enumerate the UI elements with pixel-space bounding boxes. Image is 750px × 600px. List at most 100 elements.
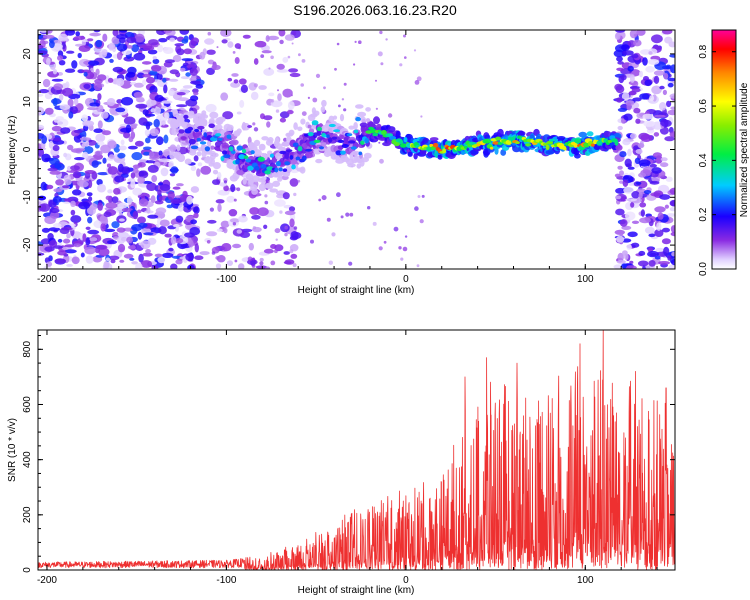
spectrogram-ridge-halo xyxy=(267,137,274,143)
spectrogram-noise-blob xyxy=(615,195,622,200)
spectrogram-noise-blob xyxy=(190,80,201,85)
spectrogram-noise-blob xyxy=(230,81,241,88)
spectrogram-noise-blob xyxy=(163,134,169,144)
spectrogram-noise-blob xyxy=(143,151,151,156)
spectrogram-noise-blob xyxy=(113,187,121,195)
spectrogram-noise-blob xyxy=(121,207,134,213)
spectrogram-noise-blob xyxy=(669,93,675,99)
spectrogram-ridge-core xyxy=(183,114,189,119)
spectrogram-speck xyxy=(414,206,419,211)
spectrogram-noise-blob xyxy=(284,34,295,41)
spectrogram-speck xyxy=(416,264,420,268)
spectrogram-noise-blob xyxy=(73,129,83,134)
spectrogram-noise-blob xyxy=(216,228,223,232)
spectrogram-noise-blob xyxy=(57,55,63,61)
spectrogram-noise-blob xyxy=(117,202,128,209)
spectrogram-noise-blob xyxy=(85,226,91,230)
spectrogram-speck xyxy=(398,246,402,250)
spectrogram-noise-blob xyxy=(230,184,236,193)
spectrogram-noise-blob xyxy=(64,178,72,186)
spectrogram-noise-blob xyxy=(649,163,657,168)
spectrogram-ytick-label: 0 xyxy=(22,146,33,152)
spectrogram-noise-blob xyxy=(662,30,673,35)
spectrogram-ridge-core xyxy=(226,134,232,139)
spectrogram-noise-blob xyxy=(653,70,666,76)
spectrogram-noise-blob xyxy=(149,151,155,158)
spectrogram-noise-blob xyxy=(64,244,76,248)
spectrogram-ridge-core xyxy=(187,126,194,131)
snr-xtick-label: -100 xyxy=(216,575,236,586)
spectrogram-noise-blob xyxy=(644,79,652,87)
spectrogram-ridge-core xyxy=(254,165,260,171)
spectrogram-noise-blob xyxy=(174,238,184,244)
spectrogram-noise-blob xyxy=(89,32,101,37)
spectrogram-ridge-core xyxy=(489,146,494,150)
spectrogram-noise-blob xyxy=(226,195,235,203)
spectrogram-noise-blob xyxy=(227,77,233,82)
spectrogram-speck xyxy=(343,108,347,112)
spectrogram-noise-blob xyxy=(265,266,271,269)
spectrogram-noise-blob xyxy=(234,57,240,64)
spectrogram-noise-blob xyxy=(71,256,80,265)
spectrogram-ridge-core xyxy=(222,150,228,155)
spectrogram-noise-blob xyxy=(67,98,74,108)
spectrogram-ridge-core xyxy=(260,164,267,169)
spectrogram-speck xyxy=(291,42,294,45)
spectrogram-noise-blob xyxy=(121,96,134,106)
spectrogram-ridge-core xyxy=(350,146,357,150)
spectrogram-ridge-core xyxy=(355,116,361,122)
spectrogram-noise-blob xyxy=(132,210,139,220)
spectrogram-noise-blob xyxy=(615,187,626,194)
spectrogram-ridge-halo xyxy=(288,129,295,136)
spectrogram-ridge-core xyxy=(563,147,567,151)
spectrogram-noise-blob xyxy=(169,69,179,75)
spectrogram-ridge-core xyxy=(337,139,345,143)
snr-ytick-label: 200 xyxy=(22,506,33,523)
spectrogram-speck xyxy=(300,83,305,87)
spectrogram-noise-blob xyxy=(277,93,282,102)
spectrogram-noise-blob xyxy=(123,227,134,232)
spectrogram-noise-blob xyxy=(80,252,85,258)
spectrogram-noise-blob xyxy=(288,206,296,212)
spectrogram-noise-blob xyxy=(161,120,166,126)
spectrogram-noise-blob xyxy=(111,221,120,229)
spectrogram-noise-blob xyxy=(103,228,116,233)
spectrogram-speck xyxy=(293,226,298,230)
colorbar-tick-label: 0.4 xyxy=(698,153,709,167)
spectrogram-noise-blob xyxy=(142,252,153,257)
spectrogram-noise-blob xyxy=(228,209,238,217)
spectrogram-noise-blob xyxy=(614,32,621,40)
spectrogram-noise-blob xyxy=(621,225,632,230)
spectrogram-noise-blob xyxy=(627,231,638,238)
spectrogram-noise-blob xyxy=(206,49,216,55)
spectrogram-noise-blob xyxy=(631,53,639,59)
spectrogram-ridge-core xyxy=(573,142,578,148)
spectrogram-noise-blob xyxy=(654,114,666,118)
spectrogram-speck xyxy=(413,49,417,52)
spectrogram-noise-blob xyxy=(172,186,181,190)
spectrogram-speck xyxy=(358,40,362,44)
spectrogram-ridge-core xyxy=(341,144,349,148)
spectrogram-noise-blob xyxy=(263,68,275,76)
spectrogram-noise-blob xyxy=(258,85,267,90)
spectrogram-noise-blob xyxy=(616,260,626,264)
spectrogram-ridge-halo xyxy=(210,158,215,165)
spectrogram-noise-blob xyxy=(44,246,55,252)
spectrogram-noise-blob xyxy=(212,179,220,186)
spectrogram-noise-blob xyxy=(38,44,44,50)
spectrogram-noise-blob xyxy=(204,38,215,45)
spectrogram-noise-blob xyxy=(135,262,143,269)
spectrogram-speck xyxy=(334,67,337,71)
spectrogram-noise-blob xyxy=(207,219,217,224)
spectrogram-noise-blob xyxy=(107,166,118,175)
spectrogram-noise-blob xyxy=(38,106,45,115)
spectrogram-noise-blob xyxy=(624,253,629,260)
spectrogram-noise-blob xyxy=(73,35,86,41)
spectrogram-speck xyxy=(236,187,241,192)
spectrogram-noise-blob xyxy=(180,67,186,72)
spectrogram-noise-blob xyxy=(217,171,222,180)
spectrogram-noise-blob xyxy=(193,155,199,162)
spectrogram-noise-blob xyxy=(146,206,151,214)
spectrogram-noise-blob xyxy=(613,49,625,58)
